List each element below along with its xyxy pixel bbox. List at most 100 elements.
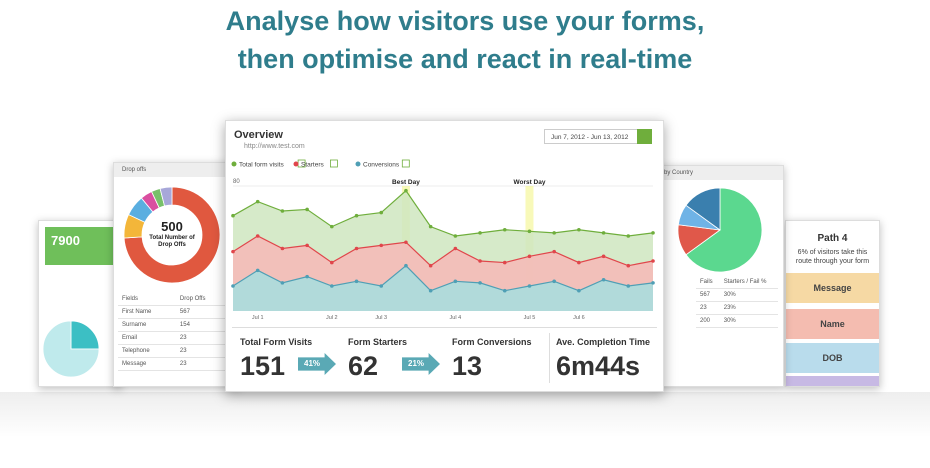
- point: [231, 249, 235, 254]
- pie: [678, 188, 762, 272]
- x-tick-label: Jul 4: [450, 315, 462, 321]
- stat-value: 62: [348, 351, 379, 381]
- visits-box: 7900: [45, 227, 115, 265]
- point: [428, 224, 433, 229]
- point: [231, 213, 235, 218]
- chart: Total form visits Starters Conversions 80 Be…: [231, 159, 655, 321]
- overview-card: Overview http://www.test.com Jun 7, 2012…: [225, 120, 664, 392]
- date-picker[interactable]: Jun 7, 2012 - Jun 13, 2012: [544, 129, 652, 144]
- overview-title: Overview: [234, 129, 283, 141]
- point: [428, 263, 433, 268]
- point: [478, 259, 482, 263]
- pie-segment: [43, 321, 100, 378]
- point: [379, 243, 384, 248]
- table-row: Telephone 23: [118, 344, 228, 358]
- point: [601, 277, 606, 282]
- x-tick-label: Jul 5: [524, 315, 536, 321]
- point: [626, 263, 631, 268]
- path-step: DOB: [786, 343, 879, 373]
- path-title: Path 4: [817, 233, 848, 244]
- table-cell: 23: [696, 301, 720, 315]
- point: [577, 227, 581, 232]
- table-cell: Surname: [118, 318, 176, 332]
- x-tick-label: Jul 3: [375, 315, 387, 321]
- headline: Analyse how visitors use your forms,: [225, 6, 705, 36]
- headline: then optimise and react in real-time: [237, 44, 693, 74]
- legend-checkbox: [401, 159, 410, 168]
- point: [626, 234, 631, 238]
- donut-label: Total Number of Drop Offs: [149, 235, 195, 248]
- dropoffs-card: Drop offs 500 Total Number of Drop Offs …: [113, 162, 240, 387]
- point: [626, 284, 631, 288]
- table-cell: 567: [696, 288, 720, 302]
- stat-label: Ave. Completion Time: [556, 337, 651, 347]
- point: [428, 288, 433, 293]
- point: [354, 246, 359, 251]
- point: [577, 288, 581, 293]
- table: Fields Drop Offs First Name 567 Surname 154 Em…: [118, 293, 228, 371]
- y-tick-label: 80: [233, 179, 240, 185]
- point: [330, 224, 334, 229]
- point: [280, 281, 285, 285]
- donut: [124, 187, 220, 283]
- reflection: [0, 392, 930, 468]
- rate-arrow: 21%: [402, 353, 440, 375]
- point: [404, 188, 408, 193]
- pie-segment: [685, 188, 721, 231]
- point: [231, 284, 235, 288]
- legend-swatch: [355, 161, 361, 167]
- point: [453, 279, 458, 284]
- legend-checkbox: [330, 159, 338, 168]
- header-row: Fields Drop Offs: [118, 293, 228, 306]
- point: [255, 234, 260, 238]
- pie-segment: [685, 188, 762, 272]
- point: [552, 249, 556, 254]
- date-button[interactable]: [637, 129, 652, 144]
- table-row: 200 30%: [696, 314, 778, 328]
- point: [404, 263, 408, 268]
- header-row: Fails Starters / Fail %: [696, 276, 778, 289]
- stats-card: 7900: [38, 220, 122, 387]
- stat-label: Total Form Visits: [240, 337, 313, 347]
- divider: [232, 327, 657, 328]
- point: [552, 279, 556, 284]
- point: [502, 288, 507, 293]
- point: [305, 243, 309, 248]
- divider: [549, 333, 550, 383]
- table-row: Email 23: [118, 331, 228, 345]
- legend-item: Conversions: [355, 159, 410, 169]
- table-cell: Email: [118, 331, 176, 345]
- stat-label: Form Starters: [348, 337, 408, 347]
- legend-label: Starters: [301, 162, 325, 169]
- point: [577, 260, 581, 265]
- line: [232, 235, 654, 267]
- column-header: Drop Offs: [175, 293, 228, 306]
- table-cell: Message: [118, 357, 176, 371]
- table-row: Message 23: [118, 357, 228, 371]
- point: [305, 274, 309, 279]
- table-cell: 30%: [719, 288, 778, 302]
- table-cell: 23: [175, 331, 228, 345]
- x-tick-label: Jul 1: [252, 315, 264, 321]
- url: http://www.test.com: [244, 143, 305, 150]
- point: [527, 284, 532, 288]
- pie-segment: [159, 187, 173, 207]
- legend-item: Starters: [293, 159, 338, 169]
- table-row: 567 30%: [696, 288, 778, 302]
- table-cell: 23: [175, 357, 228, 371]
- point: [404, 240, 408, 245]
- point: [280, 209, 285, 213]
- area: [233, 265, 653, 311]
- path-step: [786, 376, 879, 386]
- line: [232, 189, 654, 237]
- point: [255, 268, 260, 273]
- column-header: Fails: [696, 276, 720, 289]
- table-cell: 154: [175, 318, 228, 332]
- stat-value: 151: [240, 351, 286, 381]
- point: [651, 259, 655, 263]
- point: [478, 231, 482, 235]
- table: Fails Starters / Fail % 567 30% 23 23% 200 30%: [696, 276, 778, 328]
- point: [502, 260, 507, 265]
- point: [601, 254, 606, 259]
- point: [527, 229, 532, 234]
